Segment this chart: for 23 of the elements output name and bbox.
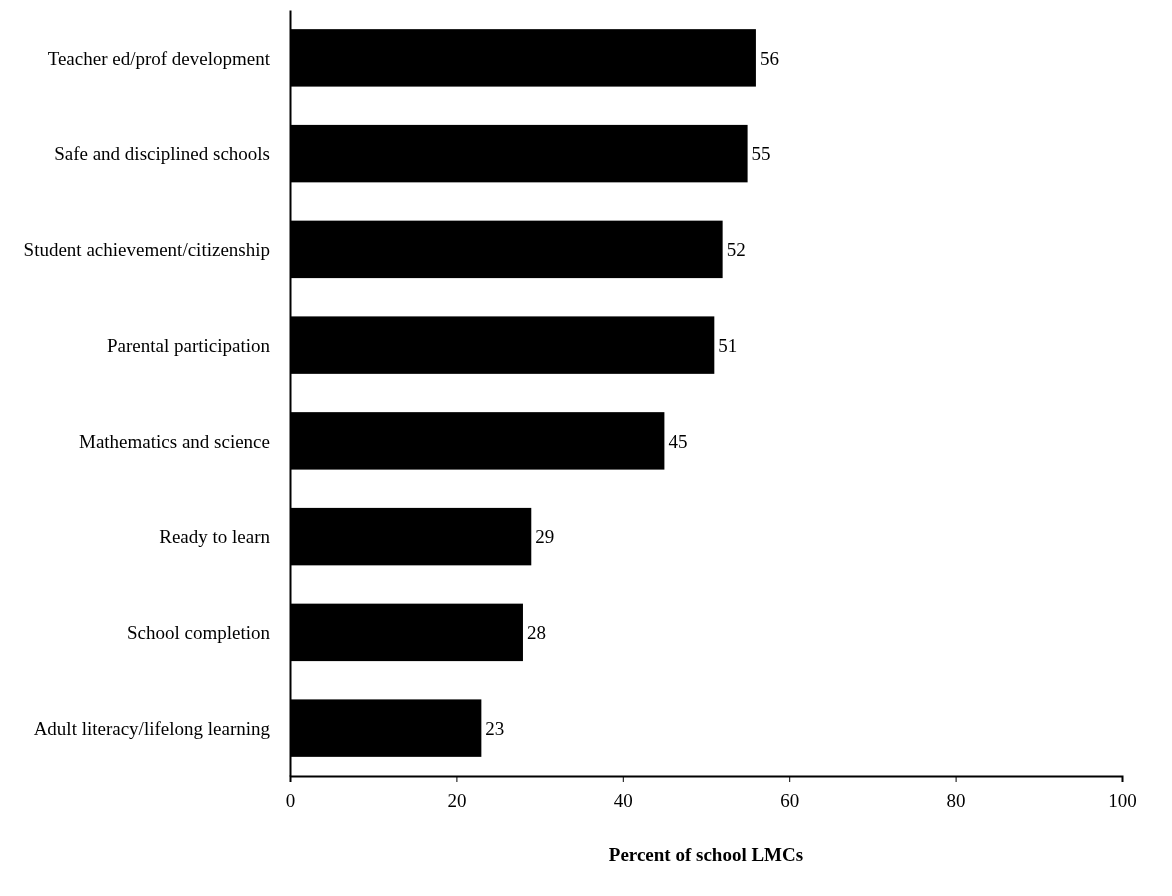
x-tick-label: 40	[613, 790, 633, 812]
y-tick-label: Ready to learn	[159, 526, 271, 548]
x-tick-label: 60	[780, 790, 800, 812]
data-label: 52	[726, 239, 746, 261]
y-tick-label: Student achievement/citizenship	[23, 239, 270, 261]
data-label: 56	[759, 47, 779, 69]
y-tick-label: Teacher ed/prof development	[47, 47, 271, 69]
x-tick-label: 80	[946, 790, 966, 812]
x-tick-label: 100	[1108, 790, 1137, 812]
y-tick-label: School completion	[126, 622, 271, 644]
x-axis-title: Percent of school LMCs	[608, 844, 804, 865]
y-tick-label: Mathematics and science	[79, 430, 270, 452]
data-label: 28	[526, 622, 546, 644]
y-tick-label: Parental participation	[106, 334, 271, 356]
y-tick-label: Safe and disciplined schools	[54, 143, 270, 165]
x-tick-label: 0	[285, 790, 296, 812]
y-tick-label: Adult literacy/lifelong learning	[33, 717, 271, 739]
data-label: 51	[718, 334, 738, 356]
data-label: 23	[485, 717, 505, 739]
data-label: 55	[751, 143, 771, 165]
x-tick-label: 20	[447, 790, 467, 812]
data-label: 45	[668, 430, 688, 452]
data-label: 29	[535, 526, 555, 548]
